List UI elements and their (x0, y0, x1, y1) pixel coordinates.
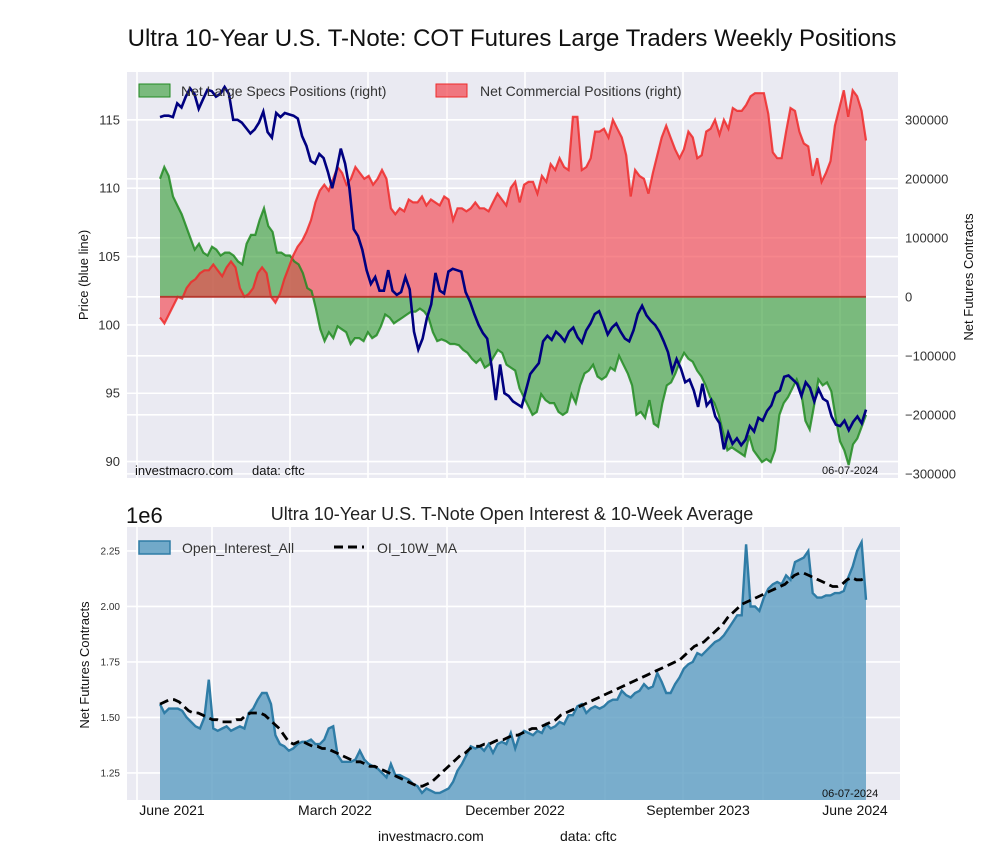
open-interest-areas (158, 537, 868, 800)
price-tick-label: 105 (98, 249, 120, 264)
price-tick-label: 110 (99, 181, 120, 196)
moving-average-legend-label: OI_10W_MA (377, 540, 458, 556)
moving-average-line (159, 571, 867, 788)
commercial-line (159, 87, 868, 326)
price-tick-label: 115 (99, 112, 120, 127)
open-interest-area (160, 542, 866, 800)
contracts-tick-label: 100000 (905, 230, 948, 245)
date-tick-label: June 2021 (139, 802, 205, 818)
open-interest-title: Ultra 10-Year U.S. T-Note Open Interest … (271, 504, 754, 524)
positions-chart: 90 95 100 105 110 115 −300000 −200000 −100000 0 1… (76, 72, 976, 481)
source-site-label: investmacro.com (135, 463, 233, 478)
price-line (159, 84, 868, 450)
open-interest-tick-label: 2.25 (101, 546, 121, 557)
contracts-tick-label: 0 (905, 289, 912, 304)
legend-item-commercial: Net Commercial Positions (right) (435, 83, 682, 99)
date-tick-label: September 2023 (646, 802, 750, 818)
date-axis-ticks: June 2021 March 2022 December 2022 Septembe… (139, 802, 888, 818)
price-tick-label: 100 (98, 317, 120, 332)
footer-site: investmacro.com (378, 828, 484, 844)
price-tick-label: 90 (106, 454, 120, 469)
open-interest-legend-swatch (138, 540, 171, 555)
open-interest-axis-ticks: 1.25 1.50 1.75 2.00 2.25 (101, 546, 121, 779)
open-interest-line (158, 537, 868, 795)
specs-legend-label: Net Large Specs Positions (right) (181, 83, 386, 99)
open-interest-axis-label: Net Futures Contracts (77, 601, 92, 729)
contracts-tick-label: 200000 (905, 171, 948, 186)
open-interest-date-label: 06-07-2024 (822, 788, 878, 800)
date-tick-label: March 2022 (298, 802, 372, 818)
open-interest-tick-label: 1.25 (101, 768, 121, 779)
commercial-area (160, 90, 866, 324)
date-tick-label: December 2022 (465, 802, 565, 818)
open-interest-tick-label: 2.00 (101, 602, 121, 613)
specs-legend-swatch (138, 83, 171, 98)
contracts-tick-label: −200000 (905, 407, 956, 422)
positions-lines (158, 84, 868, 466)
specs-area (160, 167, 866, 465)
open-interest-tick-label: 1.75 (101, 657, 121, 668)
commercial-legend-swatch (435, 83, 468, 98)
positions-date-label: 06-07-2024 (822, 465, 878, 477)
footer-source: data: cftc (560, 828, 617, 844)
legend-item-specs: Net Large Specs Positions (right) (138, 83, 386, 99)
open-interest-legend: Open_Interest_All OI_10W_MA (138, 540, 458, 556)
open-interest-legend-label: Open_Interest_All (182, 540, 294, 556)
legend-item-open-interest: Open_Interest_All (138, 540, 294, 556)
date-tick-label: June 2024 (822, 802, 888, 818)
contracts-tick-label: −300000 (905, 466, 956, 481)
legend-item-moving-average: OI_10W_MA (334, 540, 458, 556)
price-axis-ticks: 90 95 100 105 110 115 (98, 112, 120, 469)
commercial-legend-label: Net Commercial Positions (right) (480, 83, 682, 99)
positions-legend: Net Large Specs Positions (right) Net Co… (138, 83, 682, 99)
open-interest-tick-label: 1.50 (101, 713, 121, 724)
contracts-axis-ticks: −300000 −200000 −100000 0 100000 200000 300000 (905, 112, 956, 481)
figure-title: Ultra 10-Year U.S. T-Note: COT Futures L… (128, 25, 897, 52)
specs-line (158, 164, 868, 466)
open-interest-chart: 1.25 1.50 1.75 2.00 2.25 June 2021 March 2022… (77, 527, 900, 818)
source-data-label: data: cftc (252, 463, 305, 478)
price-axis-label: Price (blue line) (76, 230, 91, 320)
contracts-tick-label: −100000 (905, 348, 956, 363)
contracts-axis-label: Net Futures Contracts (961, 213, 976, 341)
contracts-tick-label: 300000 (905, 112, 948, 127)
y-scale-exponent: 1e6 (126, 503, 163, 528)
positions-areas (160, 90, 866, 465)
price-tick-label: 95 (106, 386, 120, 401)
